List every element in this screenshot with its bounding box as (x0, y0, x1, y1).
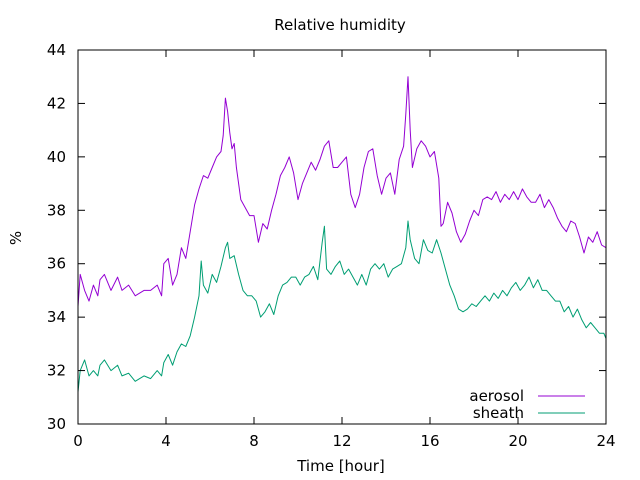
y-axis-label: % (7, 231, 25, 245)
y-tick-label: 42 (47, 94, 66, 112)
legend-label-sheath: sheath (473, 404, 524, 422)
x-axis-ticks: 0 4 8 12 16 20 24 (73, 50, 616, 450)
x-tick-label: 16 (420, 432, 439, 450)
y-tick-label: 44 (47, 41, 66, 59)
y-tick-label: 40 (47, 148, 66, 166)
x-tick-label: 12 (332, 432, 351, 450)
series-line-aerosol (77, 76, 607, 307)
y-tick-label: 38 (47, 201, 66, 219)
series-layer (77, 76, 607, 392)
chart-title: Relative humidity (274, 16, 406, 34)
y-tick-label: 32 (47, 362, 66, 380)
y-tick-label: 34 (47, 308, 66, 326)
x-axis-label: Time [hour] (296, 457, 385, 475)
x-tick-label: 8 (249, 432, 259, 450)
series-line-sheath (77, 220, 607, 392)
x-tick-label: 20 (508, 432, 527, 450)
y-tick-label: 36 (47, 255, 66, 273)
x-tick-label: 0 (73, 432, 83, 450)
x-tick-label: 24 (596, 432, 615, 450)
legend-label-aerosol: aerosol (469, 387, 524, 405)
y-tick-label: 30 (47, 415, 66, 433)
plot-frame (77, 49, 607, 425)
x-tick-label: 4 (161, 432, 171, 450)
y-axis-ticks: 30 32 34 36 38 40 42 44 (47, 41, 606, 433)
